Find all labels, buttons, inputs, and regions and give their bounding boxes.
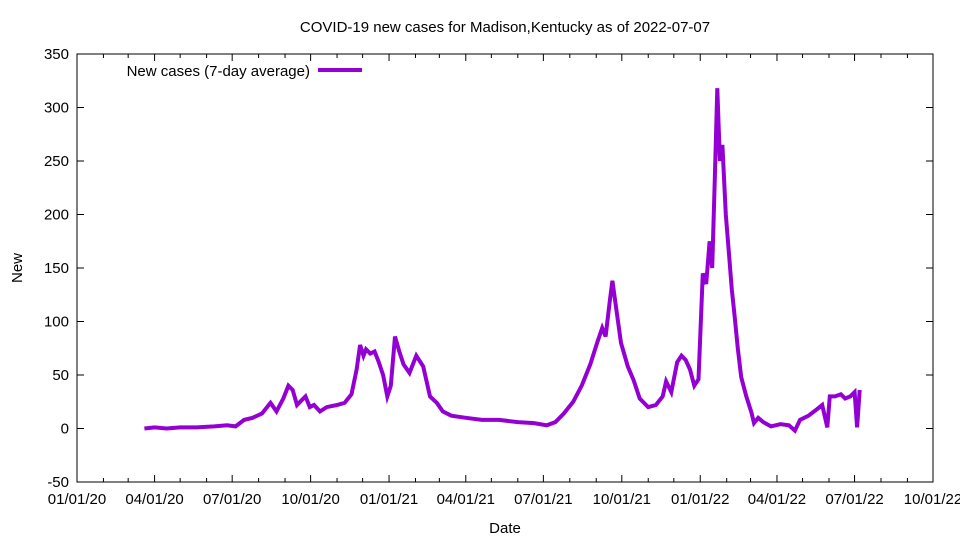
x-tick-label: 07/01/20 bbox=[203, 491, 261, 508]
y-tick-label: 50 bbox=[52, 367, 69, 384]
y-tick-label: 0 bbox=[61, 421, 69, 438]
x-tick-label: 04/01/20 bbox=[125, 491, 183, 508]
series-line bbox=[144, 88, 862, 434]
y-tick-label: -50 bbox=[47, 474, 69, 491]
y-tick-label: 150 bbox=[44, 260, 69, 277]
x-tick-label: 10/01/22 bbox=[904, 491, 960, 508]
y-tick-label: 100 bbox=[44, 314, 69, 331]
y-tick-label: 250 bbox=[44, 153, 69, 170]
y-tick-label: 300 bbox=[44, 100, 69, 117]
legend: New cases (7-day average) bbox=[127, 63, 362, 80]
series-layer bbox=[144, 88, 862, 434]
legend-label: New cases (7-day average) bbox=[127, 63, 310, 80]
x-tick-label: 10/01/21 bbox=[593, 491, 651, 508]
x-tick-label: 01/01/21 bbox=[360, 491, 418, 508]
x-tick-label: 04/01/22 bbox=[748, 491, 806, 508]
y-tick-label: 200 bbox=[44, 207, 69, 224]
x-tick-label: 07/01/22 bbox=[825, 491, 883, 508]
x-tick-label: 10/01/20 bbox=[281, 491, 339, 508]
x-axis-ticks: 01/01/20 04/01/20 07/01/20 10/01/20 01/01/21… bbox=[48, 54, 960, 508]
x-tick-label: 07/01/21 bbox=[514, 491, 572, 508]
x-axis-label: Date bbox=[489, 520, 521, 537]
x-tick-label: 01/01/20 bbox=[48, 491, 106, 508]
chart-title: COVID-19 new cases for Madison,Kentucky … bbox=[300, 19, 710, 36]
x-tick-label: 04/01/21 bbox=[437, 491, 495, 508]
y-tick-label: 350 bbox=[44, 46, 69, 63]
y-axis-ticks: -50 0 50 100 150 200 250 300 350 bbox=[44, 46, 933, 491]
y-axis-label: New bbox=[9, 253, 26, 283]
x-tick-label: 01/01/22 bbox=[671, 491, 729, 508]
